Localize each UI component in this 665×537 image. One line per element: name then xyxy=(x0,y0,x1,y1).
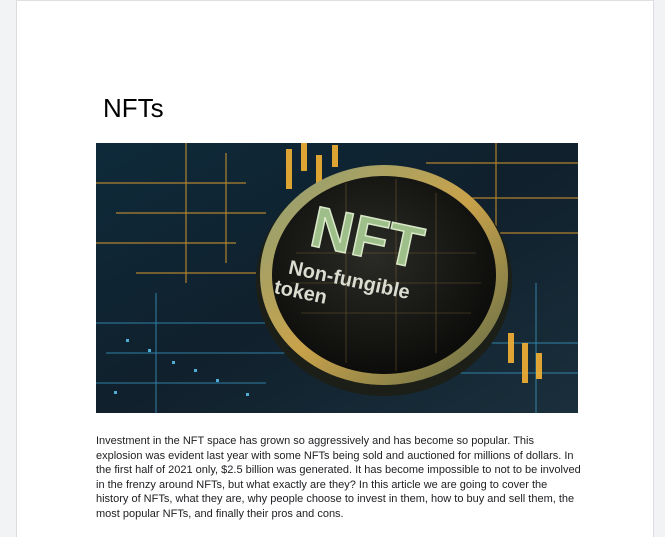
intro-paragraph: Investment in the NFT space has grown so… xyxy=(96,435,581,520)
page-title: NFTs xyxy=(103,93,164,123)
document-page: NFTs xyxy=(16,0,654,537)
nft-coin-image: NFT Non-fungible token xyxy=(96,143,578,413)
